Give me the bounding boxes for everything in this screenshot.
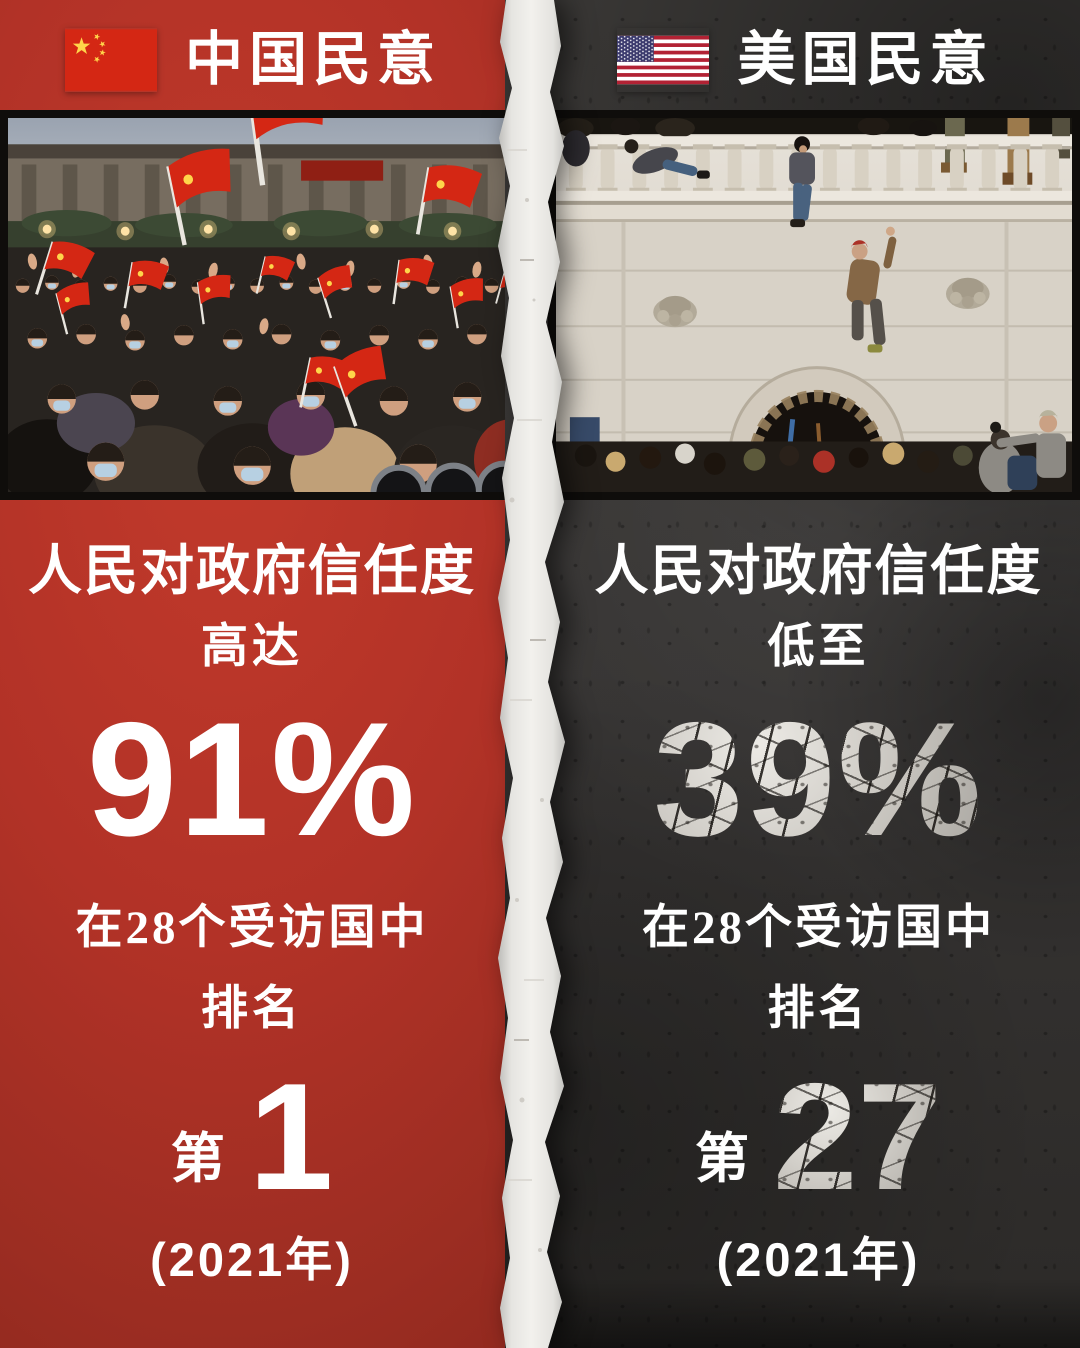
capital-right: [945, 277, 990, 310]
year-label: (2021年): [150, 1232, 354, 1286]
china-crowd-photo: [0, 110, 524, 500]
tiananmen-crowd-illustration: [8, 118, 516, 492]
rank-prefix: 第: [170, 1128, 225, 1189]
usa-capitol-photo: [548, 110, 1080, 500]
bottom-crowd: [574, 410, 1067, 492]
climber-hanging: [846, 226, 897, 353]
china-panel: 中国民意: [0, 0, 540, 1348]
trust-label: 人民对政府信任度: [28, 541, 476, 601]
usa-stats: 人民对政府信任度 低至 39% 在28个受访国中 排名 第 27 (2021年): [505, 500, 1080, 1348]
year-label: (2021年): [716, 1232, 921, 1286]
qualifier-label: 高达: [201, 621, 303, 673]
usa-header: 美国民意: [505, 0, 1080, 112]
climber-left: [624, 139, 710, 179]
pointing-man: [990, 410, 1067, 478]
trust-percentage: 91%: [86, 689, 418, 870]
rank-word: 排名: [767, 983, 870, 1035]
rank-number: 1: [248, 1052, 334, 1222]
usa-title: 美国民意: [737, 27, 994, 92]
trust-label: 人民对政府信任度: [594, 541, 1043, 601]
china-title: 中国民意: [184, 27, 441, 92]
survey-scope-label: 在28个受访国中: [642, 902, 995, 954]
rank-row: 第 27: [694, 1052, 943, 1222]
china-flag-icon: [64, 29, 157, 91]
capital-left: [653, 295, 697, 328]
rank-prefix: 第: [694, 1128, 749, 1189]
china-stats: 人民对政府信任度 高达 91% 在28个受访国中 排名 第 1 (2021年): [0, 500, 540, 1348]
capitol-riot-illustration: [556, 118, 1072, 492]
trust-percentage: 39%: [653, 689, 984, 870]
qualifier-label: 低至: [767, 621, 870, 673]
rank-number: 27: [772, 1052, 943, 1222]
usa-panel: 美国民意: [505, 0, 1080, 1348]
china-header: 中国民意: [0, 0, 540, 112]
rank-word: 排名: [201, 983, 303, 1035]
survey-scope-label: 在28个受访国中: [75, 902, 429, 954]
usa-flag-icon: [617, 35, 710, 85]
climber-sitting: [789, 136, 815, 228]
torn-paper-divider: [472, 0, 592, 1348]
rank-row: 第 1: [170, 1052, 334, 1222]
